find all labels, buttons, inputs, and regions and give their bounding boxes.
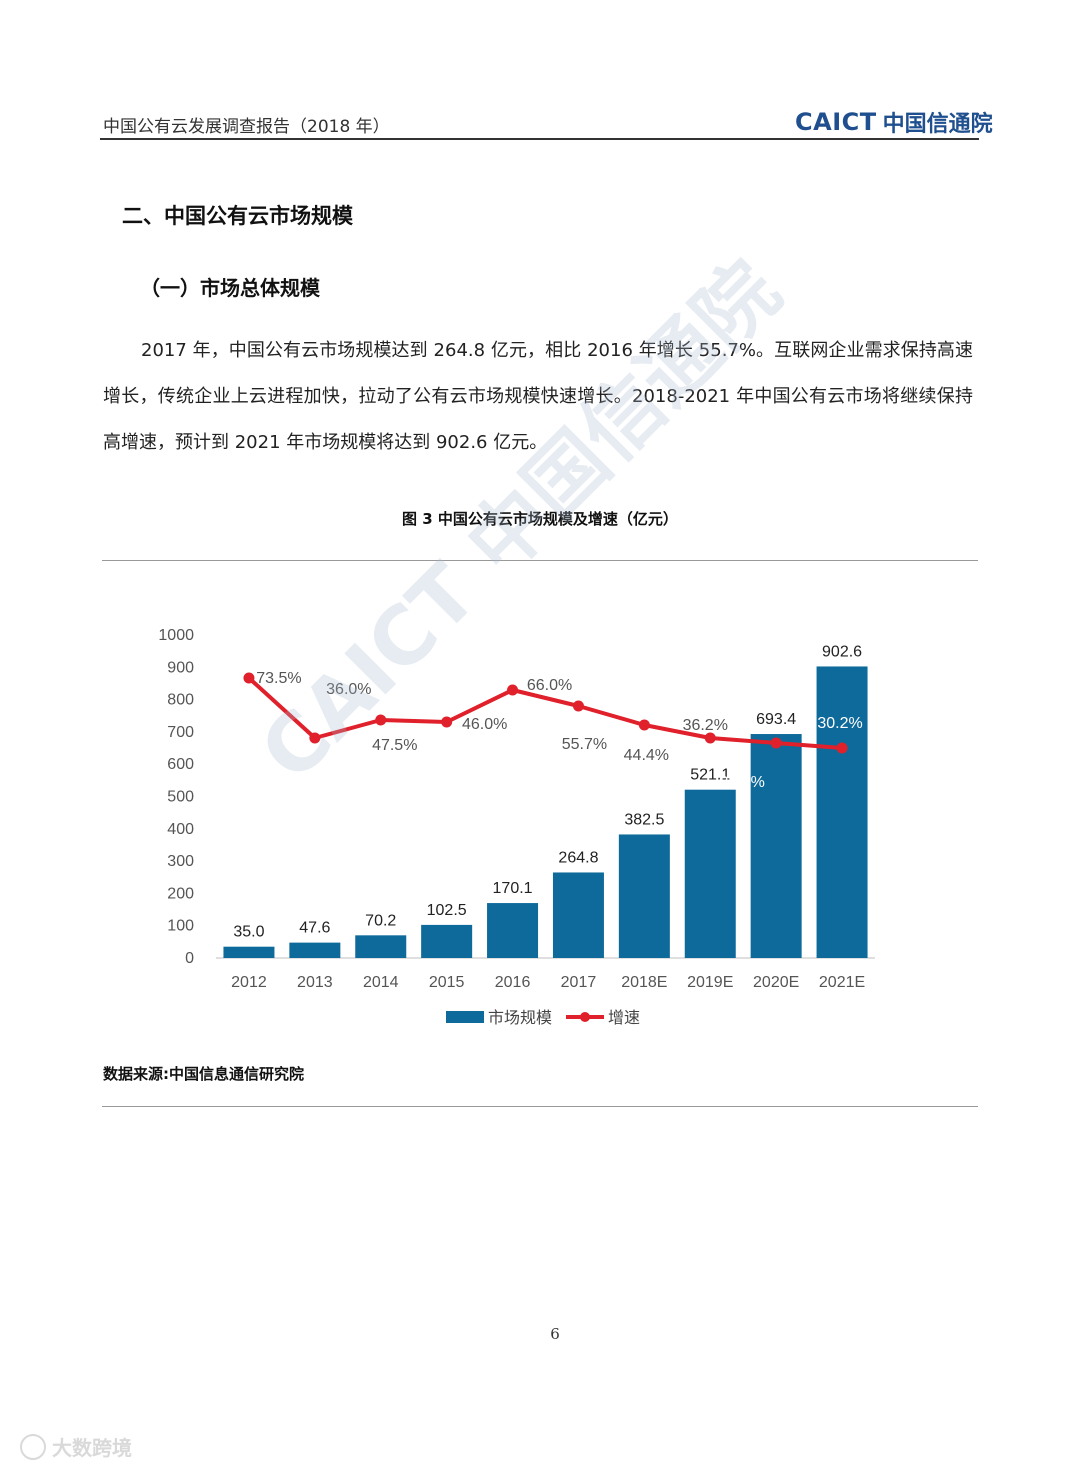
bar [618, 834, 670, 958]
growth-label: 73.5% [256, 670, 301, 687]
bar [552, 872, 604, 958]
y-tick-label: 300 [167, 853, 194, 870]
bar-value-label: 35.0 [233, 924, 264, 941]
growth-label: 55.7% [562, 736, 607, 753]
x-tick-label: 2021E [819, 974, 865, 991]
header-title: 中国公有云发展调查报告（2018 年） [103, 117, 390, 137]
y-tick-label: 400 [167, 821, 194, 838]
x-tick-label: 2017 [561, 974, 597, 991]
y-tick-label: 600 [167, 756, 194, 773]
bar-value-label: 902.6 [822, 643, 862, 660]
growth-point [704, 732, 716, 744]
bar [223, 946, 275, 958]
y-tick-label: 900 [167, 659, 194, 676]
logo-cn: 中国信通院 [882, 112, 993, 137]
growth-label: 33.1% [719, 774, 764, 791]
growth-point [572, 700, 584, 712]
subsection-heading: （一）市场总体规模 [140, 276, 320, 300]
x-tick-label: 2019E [687, 974, 733, 991]
corner-watermark: 大数跨境 [20, 1432, 132, 1461]
growth-point [638, 719, 650, 731]
legend-bar-swatch [446, 1011, 484, 1023]
y-tick-label: 1000 [158, 627, 194, 644]
bar-value-label: 693.4 [756, 711, 796, 728]
bar-value-label: 264.8 [558, 849, 598, 866]
growth-line [247, 676, 843, 750]
growth-point [375, 714, 387, 726]
growth-label: 36.0% [326, 681, 371, 698]
growth-label: 36.2% [683, 717, 728, 734]
growth-point [507, 684, 519, 696]
bar [421, 924, 473, 958]
growth-point [836, 742, 848, 754]
bar-value-label: 382.5 [624, 811, 664, 828]
bar [684, 789, 736, 958]
bar-value-label: 170.1 [493, 880, 533, 897]
bar [487, 903, 539, 958]
x-tick-label: 2020E [753, 974, 799, 991]
y-tick-label: 100 [167, 918, 194, 935]
section-heading: 二、中国公有云市场规模 [122, 204, 353, 228]
logo-en: CAICT [795, 108, 877, 136]
legend-line-label: 增速 [608, 1009, 640, 1027]
bar [289, 942, 341, 958]
growth-point [243, 672, 255, 684]
page-number: 6 [550, 1325, 560, 1343]
legend-bar-label: 市场规模 [488, 1009, 552, 1027]
body-paragraph: 2017 年，中国公有云市场规模达到 264.8 亿元，相比 2016 年增长 … [103, 340, 973, 453]
growth-label: 47.5% [372, 737, 417, 754]
growth-point [441, 716, 453, 728]
bar-value-label: 102.5 [427, 902, 467, 919]
data-source: 数据来源:中国信息通信研究院 [103, 1065, 304, 1083]
caict-logo: CAICT 中国信通院 [795, 105, 993, 139]
bar [816, 666, 868, 958]
bar-value-label: 521.1 [690, 767, 730, 784]
x-tick-label: 2013 [297, 974, 333, 991]
growth-label: 46.0% [462, 716, 507, 733]
bar-value-label: 47.6 [299, 920, 330, 937]
header-rule [100, 138, 979, 140]
y-tick-label: 500 [167, 789, 194, 806]
x-tick-label: 2016 [495, 974, 531, 991]
bar-value-label: 70.2 [365, 912, 396, 929]
legend-line-marker [580, 1012, 590, 1022]
y-tick-label: 200 [167, 885, 194, 902]
watermark-icon [20, 1433, 46, 1460]
x-tick-label: 2018E [621, 974, 667, 991]
growth-label: 44.4% [624, 747, 669, 764]
growth-label: 66.0% [527, 677, 572, 694]
y-tick-label: 800 [167, 692, 194, 709]
bar [355, 935, 407, 958]
growth-point [309, 732, 321, 744]
x-tick-label: 2012 [231, 974, 267, 991]
figure-title: 图 3 中国公有云市场规模及增速（亿元） [402, 510, 678, 528]
growth-point [770, 737, 782, 749]
growth-label: 30.2% [817, 715, 862, 732]
y-tick-label: 0 [185, 950, 194, 967]
figure-rule-bottom [102, 1106, 978, 1107]
y-tick-label: 700 [167, 724, 194, 741]
market-size-chart: 0 100 200 300 400 500 600 700 800 900 1000 35.0 2012… [158, 627, 875, 1027]
x-tick-label: 2014 [363, 974, 399, 991]
figure-rule-top [102, 560, 978, 561]
x-tick-label: 2015 [429, 974, 465, 991]
bar [750, 734, 802, 958]
watermark-text: 大数跨境 [52, 1436, 132, 1460]
